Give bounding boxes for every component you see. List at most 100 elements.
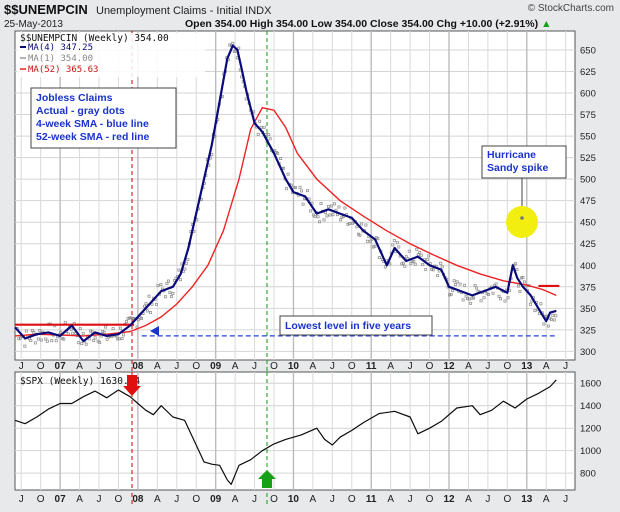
- x-tick-label: 07: [55, 361, 67, 372]
- data-point: [131, 316, 134, 320]
- y-tick-label: 625: [580, 67, 596, 78]
- data-point: [111, 327, 115, 331]
- data-point: [146, 309, 149, 313]
- data-point: [325, 214, 329, 218]
- legend-ma52: MA(52) 365.63: [28, 65, 98, 75]
- data-point: [330, 204, 333, 208]
- data-point: [258, 119, 262, 123]
- lowest-level-text: Lowest level in five years: [285, 320, 411, 332]
- data-point: [412, 260, 416, 264]
- data-point: [33, 341, 37, 345]
- data-point: [71, 331, 75, 335]
- data-point: [18, 336, 22, 340]
- claims-y-axis: 300 325 350 375 400 425 450 475 500 525 550 575 600 6…: [580, 45, 596, 357]
- x-tick-label: A: [310, 494, 317, 505]
- data-point: [137, 318, 140, 322]
- x-tick-label: 11: [366, 494, 377, 505]
- data-point: [125, 320, 129, 324]
- x-tick-label: O: [115, 494, 123, 505]
- claims-series: [14, 44, 557, 343]
- data-point: [549, 318, 553, 322]
- hurricane-line-1: Hurricane: [487, 149, 536, 161]
- data-point: [327, 204, 330, 208]
- spx-line: [14, 379, 557, 485]
- data-point: [452, 279, 456, 283]
- x-tick-label: O: [192, 361, 200, 372]
- data-point: [546, 324, 550, 328]
- x-tick-label: A: [387, 361, 394, 372]
- data-point: [472, 296, 476, 300]
- data-point: [69, 327, 73, 331]
- x-tick-label: A: [232, 494, 239, 505]
- data-point: [178, 278, 182, 282]
- reference-lines: [15, 284, 560, 337]
- data-point: [164, 295, 167, 299]
- x-tick-label: 12: [443, 494, 455, 505]
- data-point: [259, 125, 263, 129]
- data-point: [50, 339, 54, 343]
- data-point: [282, 166, 286, 170]
- data-point: [448, 293, 452, 297]
- data-point: [337, 205, 341, 209]
- y-tick-label: 1200: [580, 424, 601, 435]
- data-point: [383, 265, 387, 269]
- x-tick-label: O: [115, 361, 123, 372]
- x-tick-label: J: [408, 361, 413, 372]
- data-point: [81, 331, 85, 335]
- data-point: [421, 263, 425, 266]
- hurricane-callout: Hurricane Sandy spike: [481, 145, 567, 206]
- data-point: [23, 344, 27, 348]
- data-point: [232, 49, 236, 53]
- data-point: [419, 253, 423, 257]
- lowest-level-box: [279, 315, 433, 336]
- data-point: [63, 320, 67, 324]
- x-tick-label: J: [174, 494, 179, 505]
- data-point: [391, 243, 395, 247]
- y-tick-label: 1400: [580, 401, 601, 412]
- data-point: [491, 291, 495, 295]
- data-point: [32, 330, 36, 334]
- data-point: [494, 282, 498, 286]
- x-tick-label: O: [503, 361, 511, 372]
- claims-panel: 300 325 350 375 400 425 450 475 500 525 550 575 600 6…: [14, 30, 596, 507]
- data-point: [156, 284, 160, 288]
- data-point: [90, 330, 94, 334]
- data-point: [410, 260, 414, 264]
- data-point: [373, 244, 377, 248]
- data-point: [347, 222, 351, 225]
- data-point: [395, 241, 399, 245]
- data-point: [409, 262, 413, 266]
- data-point: [518, 290, 522, 293]
- hurricane-line-2: Sandy spike: [487, 162, 548, 174]
- data-point: [424, 267, 428, 271]
- data-point: [454, 283, 458, 286]
- data-point: [62, 337, 66, 341]
- x-tick-label: J: [19, 361, 24, 372]
- data-point: [117, 337, 121, 341]
- x-tick-label: 10: [288, 494, 300, 505]
- data-point: [466, 297, 470, 300]
- data-point: [129, 316, 133, 320]
- data-point: [479, 299, 483, 303]
- data-point: [24, 329, 28, 333]
- data-point: [449, 292, 453, 296]
- data-point: [256, 132, 260, 136]
- data-point: [279, 157, 283, 161]
- x-tick-label: A: [465, 494, 472, 505]
- data-point: [120, 337, 124, 341]
- x-tick-label: O: [270, 361, 278, 372]
- data-point: [312, 213, 315, 217]
- data-point: [300, 189, 304, 193]
- data-point: [262, 125, 266, 129]
- data-point: [368, 239, 372, 243]
- y-tick-label: 600: [580, 89, 596, 100]
- data-point: [93, 336, 97, 340]
- data-point: [30, 329, 34, 333]
- data-point: [210, 153, 214, 156]
- data-point: [155, 302, 158, 306]
- x-tick-label: 09: [210, 494, 222, 505]
- legend-ma4: MA(4) 347.25: [28, 43, 93, 53]
- data-point: [328, 213, 332, 217]
- data-point: [455, 280, 459, 284]
- x-tick-label: A: [232, 361, 239, 372]
